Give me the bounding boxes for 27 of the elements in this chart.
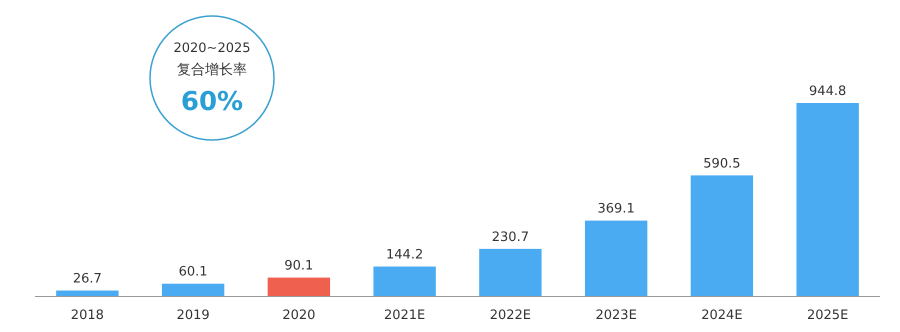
x-tick-label: 2018 xyxy=(70,308,104,324)
bar xyxy=(479,248,542,296)
bar xyxy=(162,284,224,296)
x-tick-label: 2019 xyxy=(176,308,210,324)
data-label: 590.5 xyxy=(703,156,740,172)
bar xyxy=(56,290,119,296)
bar xyxy=(268,278,330,296)
data-label: 90.1 xyxy=(284,258,314,274)
x-tick-label: 2024E xyxy=(701,308,743,324)
x-tick-label: 2023E xyxy=(595,308,637,324)
data-label: 944.8 xyxy=(809,84,846,99)
annotation: 60% xyxy=(180,87,244,117)
text: 复合增长率 xyxy=(177,62,247,78)
bar xyxy=(796,103,859,296)
bar xyxy=(584,220,648,296)
data-label: 230.7 xyxy=(492,230,529,245)
x-tick-label: 2022E xyxy=(490,308,532,324)
bar xyxy=(690,175,754,296)
x-tick-label: 2020 xyxy=(282,308,316,324)
data-label: 144.2 xyxy=(386,248,424,263)
x-tick-label: 2021E xyxy=(384,308,426,324)
data-label: 26.7 xyxy=(72,272,102,287)
data-label: 369.1 xyxy=(598,202,635,217)
bar xyxy=(373,266,436,296)
x-tick-label: 2025E xyxy=(806,308,848,324)
text: 2020~2025 xyxy=(173,41,251,56)
data-label: 60.1 xyxy=(178,264,208,280)
